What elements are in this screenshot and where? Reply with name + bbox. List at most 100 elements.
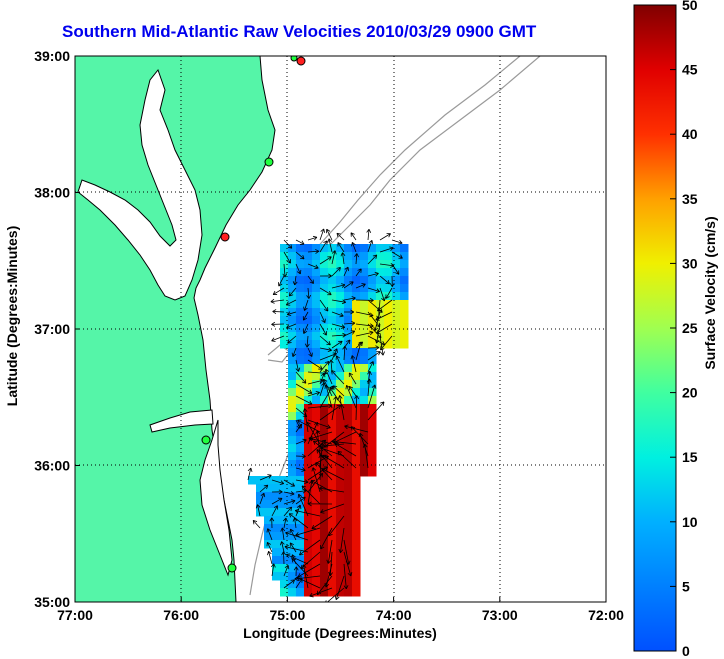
velocity-cell bbox=[392, 268, 401, 277]
velocity-cell bbox=[368, 316, 377, 325]
velocity-cell bbox=[328, 260, 337, 269]
velocity-arrow bbox=[342, 252, 345, 265]
velocity-cell bbox=[296, 460, 305, 469]
velocity-arrow bbox=[267, 528, 273, 541]
velocity-cell bbox=[344, 388, 353, 397]
velocity-cell bbox=[304, 508, 313, 517]
velocity-cell bbox=[304, 524, 313, 533]
velocity-arrow bbox=[295, 407, 308, 418]
velocity-cell bbox=[384, 252, 393, 261]
velocity-cell bbox=[296, 492, 305, 501]
velocity-arrow bbox=[331, 250, 336, 265]
velocity-arrow bbox=[348, 372, 357, 385]
velocity-cell bbox=[272, 564, 281, 573]
velocity-cell bbox=[280, 268, 289, 277]
velocity-arrow bbox=[287, 311, 297, 315]
velocity-arrow bbox=[337, 242, 345, 253]
velocity-cell bbox=[336, 420, 345, 429]
velocity-cell bbox=[320, 388, 329, 397]
velocity-arrow bbox=[351, 355, 357, 373]
velocity-cell bbox=[352, 372, 361, 381]
velocity-cell bbox=[296, 420, 305, 429]
velocity-arrow bbox=[331, 370, 345, 385]
velocity-arrow bbox=[346, 385, 357, 409]
velocity-cell bbox=[360, 316, 369, 325]
velocity-arrow bbox=[283, 491, 295, 495]
velocity-cell bbox=[304, 340, 313, 349]
velocity-cell bbox=[336, 308, 345, 317]
velocity-cell bbox=[288, 324, 297, 333]
velocity-cell bbox=[336, 436, 345, 445]
velocity-cell bbox=[288, 580, 297, 589]
velocity-cell bbox=[304, 444, 313, 453]
velocity-arrow bbox=[299, 539, 321, 556]
velocity-cell bbox=[360, 324, 369, 333]
velocity-cell bbox=[328, 492, 337, 501]
velocity-arrow bbox=[281, 527, 285, 541]
velocity-cell bbox=[312, 532, 321, 541]
velocity-cell bbox=[280, 300, 289, 309]
velocity-cell bbox=[368, 244, 377, 253]
velocity-cell bbox=[344, 436, 353, 445]
colorbar-tick: 30 bbox=[682, 255, 698, 271]
velocity-arrow bbox=[301, 485, 321, 505]
velocity-cell bbox=[304, 556, 313, 565]
velocity-arrow bbox=[336, 355, 345, 373]
velocity-cell bbox=[312, 292, 321, 301]
velocity-cell bbox=[368, 460, 377, 469]
velocity-arrow bbox=[303, 564, 309, 589]
velocity-cell bbox=[328, 508, 337, 517]
velocity-cell bbox=[320, 508, 329, 517]
colorbar-tick: 25 bbox=[682, 320, 698, 336]
velocity-arrow bbox=[315, 462, 333, 481]
velocity-arrow bbox=[283, 551, 285, 565]
velocity-cell bbox=[344, 484, 353, 493]
velocity-arrow bbox=[268, 551, 273, 565]
velocity-cell bbox=[320, 300, 329, 309]
velocity-cell bbox=[336, 564, 345, 573]
velocity-arrow bbox=[272, 287, 285, 295]
velocity-cell bbox=[320, 492, 329, 501]
velocity-cell bbox=[392, 300, 401, 309]
velocity-cell bbox=[360, 372, 369, 381]
velocity-cell bbox=[280, 572, 289, 581]
velocity-cell bbox=[288, 444, 297, 453]
velocity-cell bbox=[288, 436, 297, 445]
chesapeake-bay bbox=[77, 68, 203, 301]
velocity-cell bbox=[280, 532, 289, 541]
velocity-cell bbox=[328, 444, 337, 453]
y-tick-label: 35:00 bbox=[34, 594, 70, 610]
velocity-cell bbox=[288, 356, 297, 365]
velocity-cell bbox=[312, 276, 321, 285]
velocity-arrow bbox=[307, 263, 319, 269]
velocity-arrow bbox=[343, 322, 355, 325]
velocity-cell bbox=[288, 428, 297, 437]
velocity-cell bbox=[336, 284, 345, 293]
velocity-cell bbox=[288, 476, 297, 485]
velocity-cell bbox=[272, 572, 281, 581]
velocity-cell bbox=[280, 484, 289, 493]
velocity-cell bbox=[344, 380, 353, 389]
velocity-arrows bbox=[247, 228, 403, 602]
velocity-cell bbox=[288, 316, 297, 325]
velocity-arrow bbox=[374, 311, 381, 331]
velocity-cell bbox=[320, 372, 329, 381]
velocity-cell bbox=[320, 404, 329, 413]
velocity-cell bbox=[296, 564, 305, 573]
velocity-cell bbox=[352, 436, 361, 445]
velocity-cell bbox=[368, 276, 377, 285]
velocity-cell bbox=[320, 412, 329, 421]
velocity-cell bbox=[264, 492, 273, 501]
velocity-cell bbox=[360, 420, 369, 429]
velocity-cell bbox=[328, 388, 337, 397]
velocity-arrow bbox=[316, 430, 321, 457]
velocity-cell bbox=[264, 524, 273, 533]
velocity-arrow bbox=[379, 247, 394, 253]
velocity-cell bbox=[392, 316, 401, 325]
x-tick-label: 76:00 bbox=[163, 607, 199, 623]
velocity-cell bbox=[344, 516, 353, 525]
velocity-cell bbox=[288, 460, 297, 469]
velocity-cell bbox=[320, 284, 329, 293]
velocity-arrow bbox=[295, 423, 303, 433]
velocity-cell bbox=[320, 580, 329, 589]
